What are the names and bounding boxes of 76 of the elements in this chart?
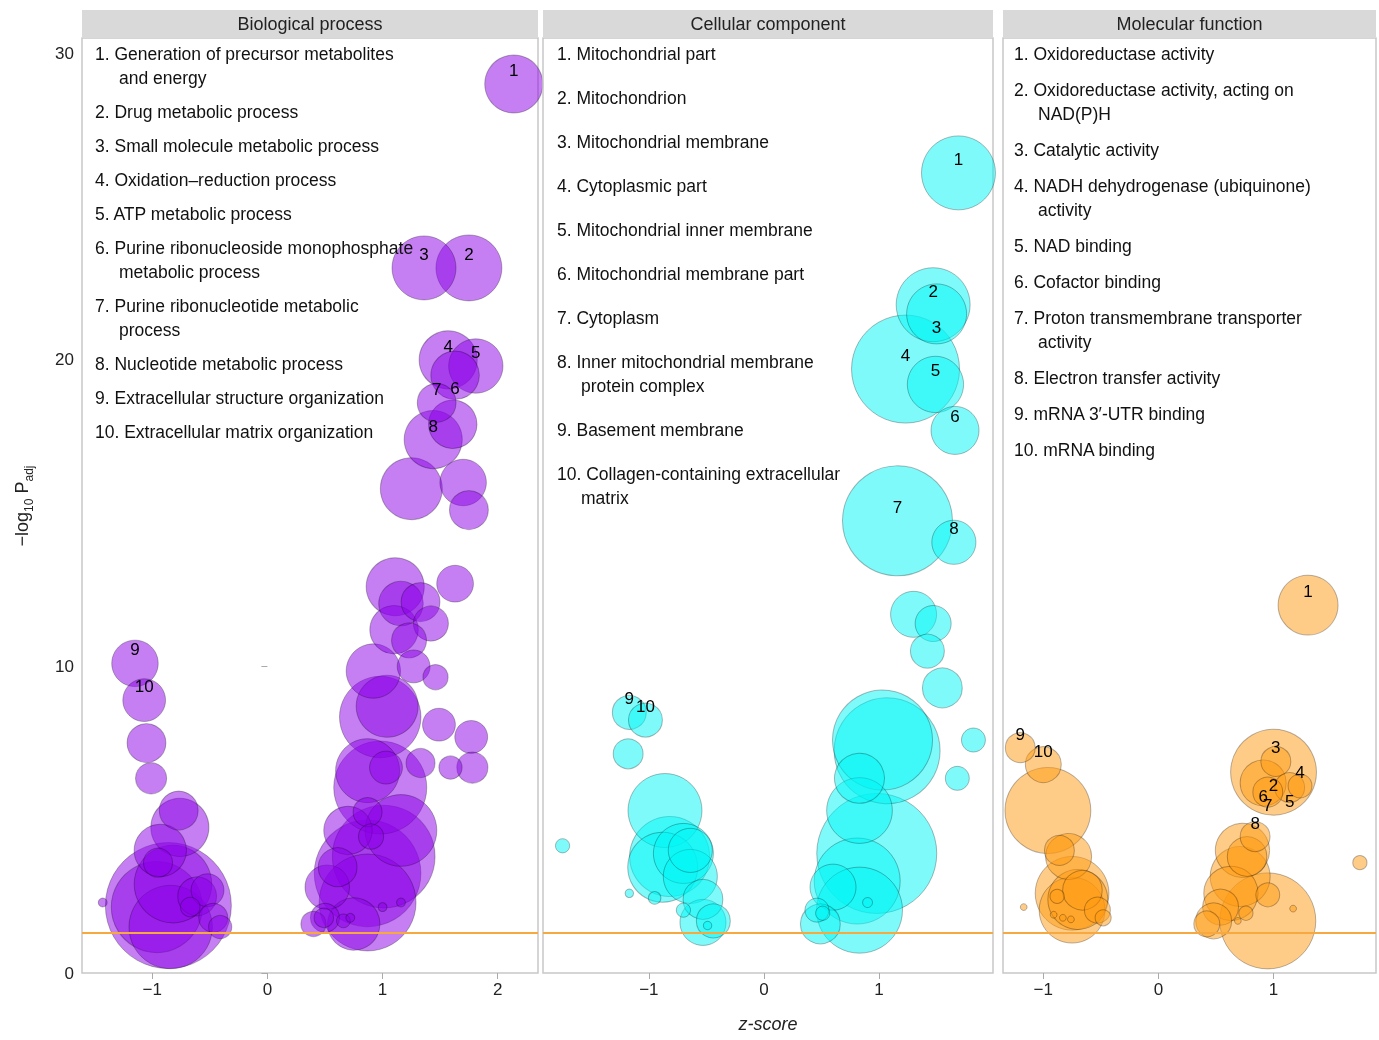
annotation: 8 — [1250, 813, 1260, 833]
y-tick-label: 0 — [64, 963, 74, 983]
annotation: 2. Drug metabolic process — [95, 101, 300, 124]
annotation: 6. Cofactor binding — [1014, 271, 1162, 294]
annotation: 6. Purine ribonucleoside monophosphate metabolic process — [95, 237, 415, 284]
chart-title: Molecular function — [1003, 10, 1376, 38]
annotation: 10. Collagen-containing extracellular matrix — [557, 463, 842, 510]
annotation: 5. NAD binding — [1014, 235, 1133, 258]
annotation: 8. Electron transfer activity — [1014, 367, 1222, 390]
x-tick-label: −1 — [1033, 980, 1053, 999]
annotation: 9. mRNA 3′-UTR binding — [1014, 403, 1206, 426]
chart-title: Biological process — [82, 10, 538, 38]
annotation: 4 — [900, 346, 911, 366]
annotation: 9. Extracellular structure organization — [95, 387, 385, 410]
annotation: 2. Mitochondrion — [557, 87, 688, 110]
annotation: 4. Cytoplasmic part — [557, 175, 708, 198]
x-tick-label: 1 — [377, 980, 388, 999]
annotation: 4 — [1295, 763, 1305, 782]
chart-title: Cellular component — [543, 10, 993, 38]
annotation: 7. Proton transmembrane transporter activity — [1014, 307, 1303, 354]
annotation: 4. Oxidation–reduction process — [95, 169, 338, 192]
x-tick-label: −1 — [142, 980, 162, 999]
annotation: 4 — [443, 336, 453, 356]
x-tick-label: 0 — [759, 980, 769, 999]
x-tick-label: 2 — [492, 980, 503, 999]
annotation: 1. Generation of precursor metabolites and energy — [95, 43, 395, 90]
annotation: 7. Purine ribonucleotide metabolic process — [95, 295, 360, 342]
annotation: 5 — [471, 343, 481, 363]
annotation: 1 — [509, 60, 519, 80]
annotation: 4. NADH dehydrogenase (ubiquinone) activity — [1014, 175, 1312, 222]
annotation: 3 — [931, 317, 942, 337]
annotation: 7 — [431, 379, 442, 399]
annotation: 10. mRNA binding — [1014, 439, 1157, 462]
annotation: 9 — [130, 640, 140, 660]
annotation: 8. Nucleotide metabolic process — [95, 353, 345, 376]
annotation: 6 — [450, 379, 460, 399]
annotation: 6. Mitochondrial membrane part — [557, 263, 806, 286]
annotation: 3. Small molecule metabolic process — [95, 135, 380, 158]
annotation: 2 — [464, 244, 474, 264]
x-tick-label: 1 — [1268, 980, 1279, 999]
annotation: 8. Inner mitochondrial membrane protein complex — [557, 351, 815, 398]
annotation: 1 — [1303, 582, 1313, 602]
y-tick-label: 30 — [55, 43, 74, 63]
annotation: 5. ATP metabolic process — [95, 203, 293, 226]
annotation: 5 — [1284, 791, 1295, 811]
annotation: 3 — [419, 244, 429, 264]
x-axis-title: z-score — [737, 1014, 798, 1034]
annotation: 10. Extracellular matrix organization — [95, 421, 375, 444]
annotation: 3. Catalytic activity — [1014, 139, 1160, 162]
x-tick-label: 0 — [262, 980, 273, 999]
annotation: 3 — [1271, 738, 1281, 758]
annotation: 7. Cytoplasm — [557, 307, 661, 330]
x-tick-label: −1 — [639, 980, 659, 999]
annotation: 2. Oxidoreductase activity, acting on NAD(P)H — [1014, 79, 1295, 126]
annotation: 10 — [134, 677, 154, 697]
annotation: 9 — [624, 689, 635, 709]
annotation: 9. Basement membrane — [557, 419, 745, 442]
annotation: 1. Mitochondrial part — [557, 43, 717, 66]
annotation: 3. Mitochondrial membrane — [557, 131, 771, 154]
annotation: 1. Oxidoreductase activity — [1014, 43, 1216, 66]
x-tick-label: 0 — [1153, 980, 1164, 999]
y-tick-label: 20 — [55, 350, 74, 370]
annotation: 10 — [1033, 741, 1053, 761]
annotation: 2 — [1268, 776, 1279, 796]
annotation: 5 — [930, 361, 941, 381]
annotation: 2 — [928, 281, 938, 301]
annotation: 8 — [428, 416, 438, 436]
annotation: 6 — [950, 407, 960, 427]
annotation: 8 — [949, 519, 959, 539]
annotation: 9 — [1015, 724, 1025, 744]
y-tick-label: 10 — [55, 656, 74, 676]
annotation: 1 — [953, 149, 964, 169]
annotation: 5. Mitochondrial inner membrane — [557, 219, 814, 242]
annotation: 7 — [892, 497, 903, 517]
x-tick-label: 1 — [874, 980, 884, 999]
annotation: 10 — [635, 697, 655, 717]
